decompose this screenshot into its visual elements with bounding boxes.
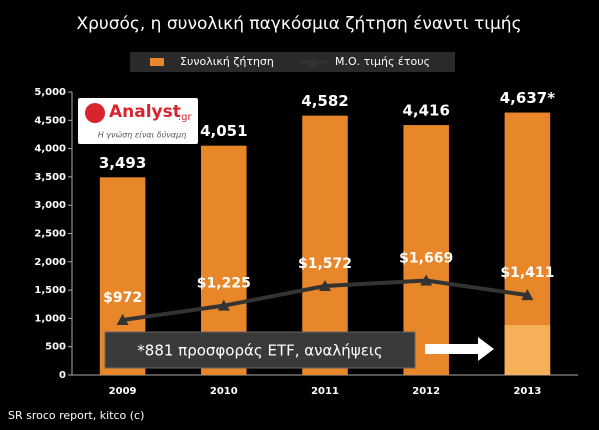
y-tick-label: 500 <box>45 342 66 353</box>
x-tick-label: 2010 <box>210 386 238 397</box>
y-tick-label: 3,500 <box>34 172 66 183</box>
bar-value-label: 4,582 <box>301 92 348 110</box>
y-tick-label: 5,000 <box>34 87 66 98</box>
annotation-arrow <box>425 337 494 361</box>
logo-icon <box>85 103 105 123</box>
legend-swatch <box>150 58 164 66</box>
line-value-label: $1,572 <box>298 256 352 272</box>
y-tick-label: 2,500 <box>34 229 66 240</box>
bar-value-label: 4,051 <box>200 122 247 140</box>
y-tick-label: 0 <box>59 370 66 381</box>
line-value-label: $1,411 <box>500 265 554 281</box>
line-marker <box>420 274 433 286</box>
line-value-label: $1,669 <box>399 251 453 267</box>
x-tick-label: 2011 <box>311 386 339 397</box>
line-marker <box>116 313 129 325</box>
y-tick-label: 4,500 <box>34 115 66 126</box>
logo-suffix: .gr <box>178 112 193 123</box>
y-tick-label: 2,000 <box>34 257 66 268</box>
logo-box <box>78 98 198 144</box>
bar-value-label: 3,493 <box>99 154 146 172</box>
line-value-label: $972 <box>103 290 142 306</box>
source: SR sroco report, kitco (c) <box>8 409 144 422</box>
logo-text: Analyst <box>109 102 181 122</box>
line-marker <box>521 289 534 301</box>
chart-title: Χρυσός, η συνολική παγκόσμια ζήτηση έναν… <box>76 14 521 34</box>
line-value-label: $1,225 <box>197 276 251 292</box>
line-marker <box>319 280 331 292</box>
y-tick-label: 1,500 <box>34 285 66 296</box>
legend-marker <box>307 56 319 67</box>
logo-tagline: Η γνώση είναι δύναμη <box>98 130 187 140</box>
y-tick-label: 1,000 <box>34 313 66 324</box>
legend-box <box>130 52 455 72</box>
y-tick-label: 3,000 <box>34 200 66 211</box>
bar-value-label: 4,416 <box>402 102 449 120</box>
legend-label: Μ.Ο. τιμής έτους <box>335 55 430 68</box>
annotation-box <box>104 331 416 369</box>
x-tick-label: 2009 <box>109 386 137 397</box>
line-marker <box>217 299 230 311</box>
legend-label: Συνολική ζήτηση <box>180 55 274 68</box>
bar-value-label: 4,637* <box>500 89 555 107</box>
x-tick-label: 2013 <box>513 386 541 397</box>
highlight-bar <box>504 325 551 375</box>
x-tick-label: 2012 <box>412 386 440 397</box>
annotation-text: *881 προσφοράς ETF, αναλήψεις <box>137 342 382 360</box>
y-tick-label: 4,000 <box>34 144 66 155</box>
